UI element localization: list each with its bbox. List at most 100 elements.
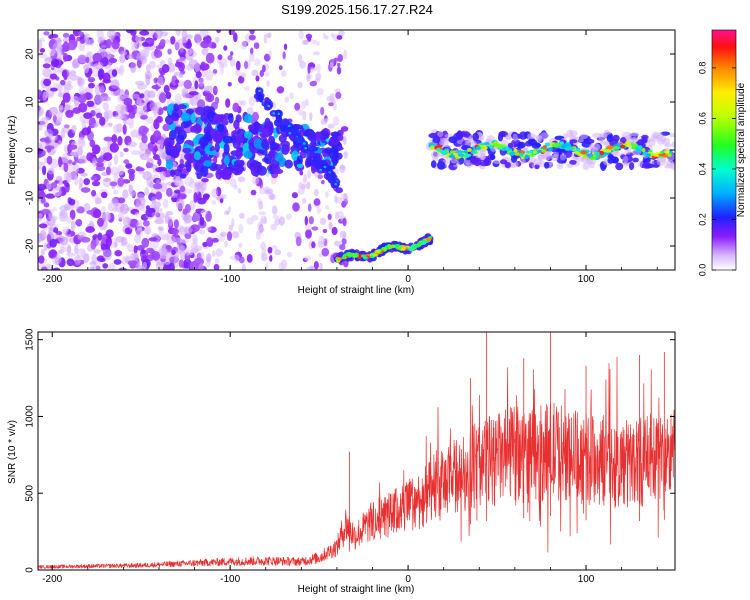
heatmap-cell <box>83 63 90 74</box>
heatmap-cell <box>38 39 42 51</box>
heatmap-cell <box>136 97 142 106</box>
heatmap-cell <box>266 80 270 87</box>
heatmap-cell <box>117 94 123 103</box>
heatmap-cell <box>176 192 187 200</box>
heatmap-cell <box>298 182 304 189</box>
heatmap-cell <box>272 214 279 220</box>
heatmap-cell <box>269 254 273 262</box>
x-tick-label: -100 <box>220 574 240 585</box>
heatmap-cell <box>60 246 68 253</box>
heatmap-cell <box>509 160 519 168</box>
heatmap-cell <box>38 124 43 131</box>
heatmap-cell <box>149 101 158 111</box>
heatmap-cell <box>120 203 130 215</box>
heatmap-cell <box>54 37 62 44</box>
heatmap-cell <box>195 71 202 79</box>
heatmap-cell <box>47 146 52 153</box>
heatmap-cell <box>90 176 98 181</box>
heatmap-cell <box>312 155 319 162</box>
heatmap-cell <box>532 150 537 154</box>
heatmap-cell <box>492 159 501 164</box>
heatmap-cell <box>77 31 84 37</box>
heatmap-cell <box>122 216 131 227</box>
heatmap-cell <box>154 30 163 39</box>
heatmap-cell <box>103 136 113 142</box>
heatmap-cell <box>89 38 95 47</box>
heatmap-cell <box>68 172 78 181</box>
heatmap-cell <box>196 172 202 180</box>
heatmap-cell <box>38 183 47 191</box>
heatmap-cell <box>284 96 289 103</box>
heatmap-cell <box>135 263 141 270</box>
heatmap-cell <box>315 72 322 81</box>
heatmap-cell <box>140 249 146 255</box>
heatmap-cell <box>240 72 247 78</box>
heatmap-cell <box>305 229 312 239</box>
heatmap-cell <box>316 88 324 96</box>
heatmap-cell <box>307 131 318 142</box>
heatmap-cell <box>185 246 191 256</box>
heatmap-cell <box>38 106 44 117</box>
x-tick-label: 100 <box>578 274 595 285</box>
heatmap-cell <box>225 98 231 108</box>
heatmap-cell <box>466 148 472 152</box>
heatmap-cell <box>173 178 181 186</box>
heatmap-cell <box>582 162 590 170</box>
heatmap-cell <box>306 181 311 190</box>
heatmap-cell <box>160 39 166 45</box>
heatmap-cell <box>170 36 176 45</box>
heatmap-cell <box>298 30 305 40</box>
heatmap-cell <box>122 179 131 184</box>
heatmap-cell <box>97 232 103 241</box>
heatmap-cell <box>339 164 346 174</box>
heatmap-cell <box>632 157 639 163</box>
heatmap-cell <box>190 242 198 251</box>
heatmap-cell <box>175 198 185 210</box>
heatmap-cell <box>319 168 323 172</box>
heatmap-cell <box>243 113 253 124</box>
heatmap-cell <box>68 165 75 173</box>
heatmap-cell <box>315 78 321 83</box>
heatmap-cell <box>297 187 305 195</box>
heatmap-cell <box>229 58 236 67</box>
heatmap-cell <box>299 170 304 176</box>
heatmap-cell <box>335 91 342 99</box>
heatmap-cell <box>542 145 547 149</box>
heatmap-cell <box>238 224 244 234</box>
heatmap-cell <box>228 122 235 132</box>
heatmap-cell <box>95 112 103 119</box>
heatmap-cell <box>662 138 671 146</box>
heatmap-cell <box>124 227 131 235</box>
heatmap-cell <box>560 143 567 149</box>
heatmap-cell <box>551 154 559 162</box>
heatmap-cell <box>667 153 672 157</box>
heatmap-cell <box>436 147 441 152</box>
heatmap-cell <box>213 155 218 164</box>
heatmap-cell <box>49 226 54 231</box>
heatmap-cell <box>234 69 241 77</box>
colorbar-tick-label: 0.2 <box>697 213 707 226</box>
heatmap-cell <box>262 127 270 138</box>
heatmap-cell <box>338 30 345 37</box>
heatmap-cell <box>663 150 670 154</box>
heatmap-cell <box>70 220 76 232</box>
heatmap-cell <box>334 183 338 186</box>
heatmap-cell <box>430 151 440 159</box>
heatmap-cell <box>165 159 174 170</box>
heatmap-cell <box>430 160 437 169</box>
heatmap-cell <box>457 153 465 157</box>
heatmap-cell <box>244 60 249 70</box>
heatmap-cell <box>189 261 198 270</box>
heatmap-cell <box>265 33 271 38</box>
heatmap-cell <box>216 30 221 34</box>
heatmap-cell <box>126 104 134 113</box>
heatmap-cell <box>179 47 184 53</box>
heatmap-cell <box>296 136 303 144</box>
heatmap-cell <box>167 62 176 73</box>
heatmap-cell <box>42 63 51 69</box>
heatmap-cell <box>66 258 75 267</box>
heatmap-cell <box>110 79 120 89</box>
heatmap-cell <box>307 170 311 179</box>
heatmap-cell <box>171 249 176 256</box>
heatmap-cell <box>258 89 261 93</box>
